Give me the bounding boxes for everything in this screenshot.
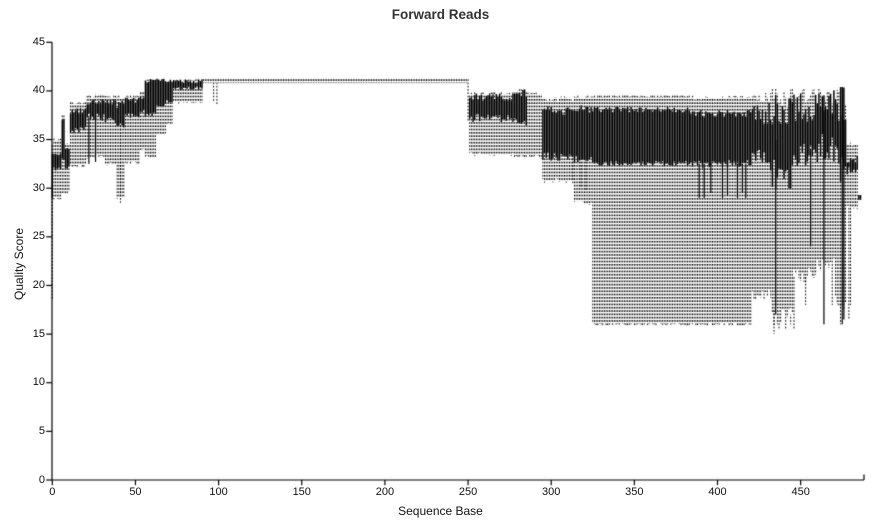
y-tick-label: 20 bbox=[32, 278, 45, 291]
x-tick-label: 300 bbox=[542, 486, 561, 498]
y-tick-label: 40 bbox=[32, 84, 45, 97]
y-tick-label: 45 bbox=[32, 35, 45, 48]
x-tick-label: 350 bbox=[625, 486, 644, 498]
x-tick-label: 400 bbox=[708, 486, 727, 498]
x-tick-label: 100 bbox=[209, 486, 228, 498]
y-tick-label: 35 bbox=[32, 133, 45, 146]
x-tick-label: 250 bbox=[458, 486, 478, 498]
y-tick-label: 10 bbox=[32, 376, 45, 389]
y-tick-label: 30 bbox=[32, 181, 45, 194]
x-tick-label: 450 bbox=[791, 486, 810, 498]
x-tick-label: 0 bbox=[49, 486, 56, 498]
chart-title: Forward Reads bbox=[391, 7, 490, 22]
x-axis-label: Sequence Base bbox=[398, 504, 483, 518]
y-tick-label: 25 bbox=[32, 230, 45, 243]
y-tick-label: 0 bbox=[38, 473, 45, 486]
y-tick-label: 5 bbox=[38, 424, 45, 437]
x-tick-label: 200 bbox=[375, 486, 395, 498]
x-tick-label: 50 bbox=[129, 486, 142, 498]
y-tick-label: 15 bbox=[32, 327, 45, 340]
x-tick-label: 150 bbox=[292, 486, 311, 498]
